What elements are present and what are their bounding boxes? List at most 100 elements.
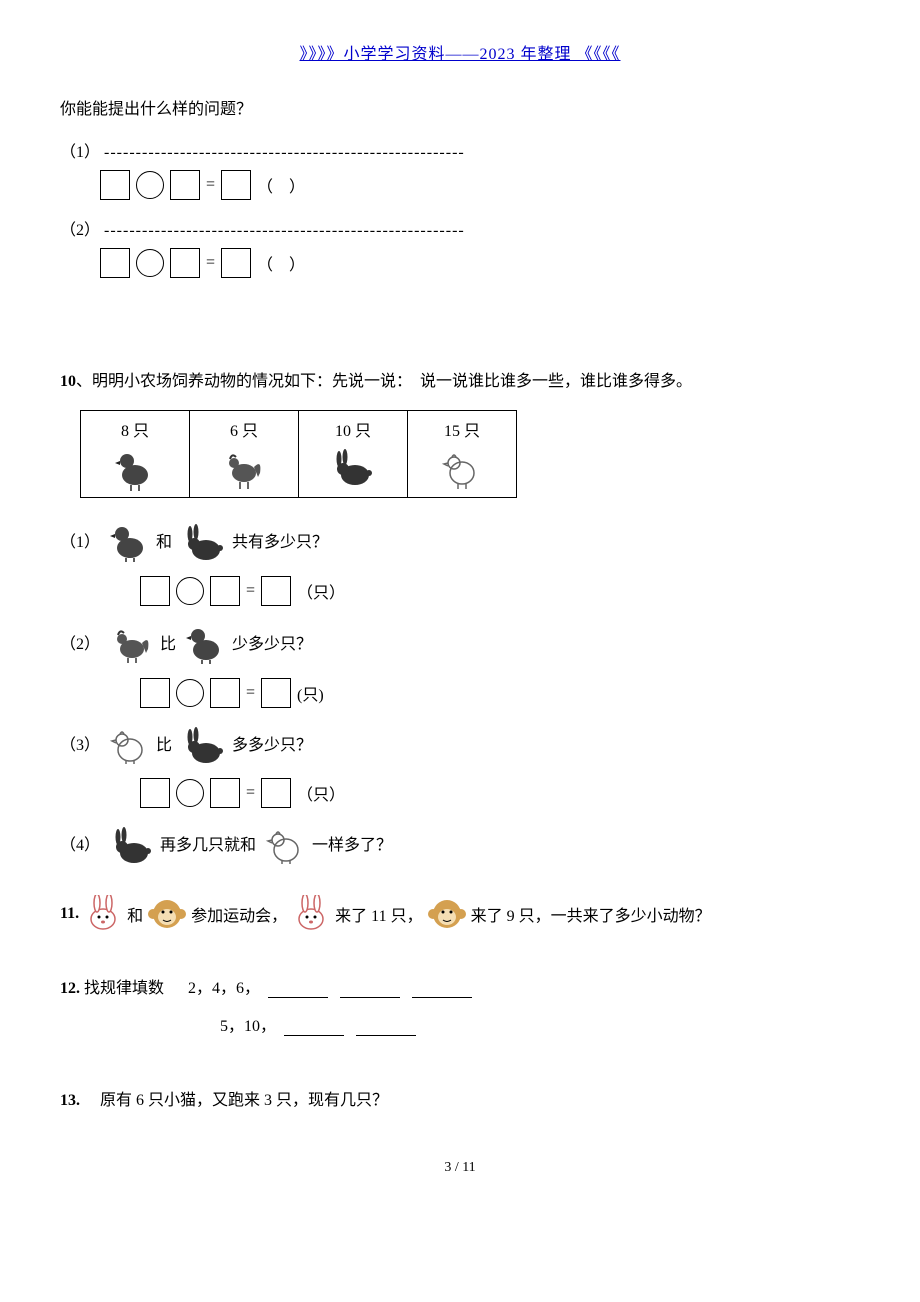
fill-blank[interactable] — [284, 1019, 344, 1036]
blank-box[interactable] — [140, 778, 170, 808]
animal-cell-chick: 15 只 — [408, 411, 517, 498]
rooster-icon — [220, 445, 268, 491]
q10-1-label: （1） — [60, 528, 100, 552]
page-header: 》》》》小学学习资料——2023 年整理 《《《《 — [60, 40, 860, 64]
count-rabbit: 10 只 — [303, 417, 403, 441]
equation-2: = （ ） — [100, 248, 860, 278]
monkey-face-icon — [427, 894, 467, 934]
sub-question-2: （2） ------------------------------------… — [60, 216, 860, 240]
fill-blank[interactable] — [268, 981, 328, 998]
blank-box[interactable] — [140, 576, 170, 606]
q10-4-mid: 再多几只就和 — [160, 831, 256, 855]
q11-d: 来了 9 只，一共来了多少小动物？ — [471, 902, 711, 926]
q10-sub-2: （2） 比 少多少只？ — [60, 620, 860, 664]
blank-box[interactable] — [210, 576, 240, 606]
blank-box[interactable] — [100, 170, 130, 200]
rabbit-icon — [108, 823, 152, 863]
blank-box[interactable] — [221, 170, 251, 200]
sub1-label: （1） — [60, 144, 100, 161]
q10-4-label: （4） — [60, 831, 100, 855]
question-10: 10、明明小农场饲养动物的情况如下：先说一说： 说一说谁比谁多一些，谁比谁多得多… — [60, 366, 860, 398]
chick-icon — [108, 722, 148, 764]
blank-box[interactable] — [140, 678, 170, 708]
bunny-face-icon — [291, 895, 331, 933]
fill-blank[interactable] — [412, 981, 472, 998]
bunny-face-icon — [83, 895, 123, 933]
dashes-1: ----------------------------------------… — [104, 144, 465, 161]
q10-sub-1: （1） 和 共有多少只？ — [60, 518, 860, 562]
animal-cell-rabbit: 10 只 — [299, 411, 408, 498]
chick-icon — [440, 445, 484, 491]
unit-zhi: （只） — [297, 781, 345, 805]
q13-text: 原有 6 只小猫，又跑来 3 只，现有几只？ — [100, 1092, 388, 1109]
unit-paren: （ ） — [257, 251, 305, 275]
blank-circle[interactable] — [136, 171, 164, 199]
equals-sign: = — [246, 582, 255, 600]
sub2-label: （2） — [60, 222, 100, 239]
fill-blank[interactable] — [356, 1019, 416, 1036]
q10-eq-3: = （只） — [140, 778, 860, 808]
blank-box[interactable] — [210, 678, 240, 708]
equals-sign: = — [206, 254, 215, 272]
unit-paren: （ ） — [257, 173, 305, 197]
q10-4-end: 一样多了？ — [312, 831, 392, 855]
q10-3-end: 多多少只？ — [232, 731, 312, 755]
question-11: 11. 和 参加运动会， 来了 11 只， 来了 9 只，一共来了多少小动物？ — [60, 894, 860, 934]
q12-label: 找规律填数 — [84, 980, 164, 997]
q10-2-mid: 比 — [160, 630, 176, 654]
q10-3-label: （3） — [60, 731, 100, 755]
q10-1-mid: 和 — [156, 528, 172, 552]
page-number: 3 / 11 — [60, 1160, 860, 1176]
animal-table: 8 只 6 只 10 只 15 只 — [80, 410, 517, 498]
blank-circle[interactable] — [136, 249, 164, 277]
count-duck: 8 只 — [85, 417, 185, 441]
unit-zhi: (只) — [297, 681, 324, 705]
equation-1: = （ ） — [100, 170, 860, 200]
dashes-2: ----------------------------------------… — [104, 222, 465, 239]
q12-number: 12. — [60, 980, 80, 997]
q10-text: 、明明小农场饲养动物的情况如下：先说一说： 说一说谁比谁多一些，谁比谁多得多。 — [76, 373, 692, 390]
chick-icon — [264, 822, 304, 864]
blank-circle[interactable] — [176, 779, 204, 807]
rooster-icon — [108, 621, 152, 663]
fill-blank[interactable] — [340, 981, 400, 998]
q11-a: 和 — [127, 902, 143, 926]
blank-box[interactable] — [210, 778, 240, 808]
q10-1-end: 共有多少只？ — [232, 528, 328, 552]
q10-2-label: （2） — [60, 630, 100, 654]
rabbit-icon — [180, 520, 224, 560]
duck-icon — [184, 620, 224, 664]
q11-b: 参加运动会， — [191, 902, 287, 926]
animal-cell-rooster: 6 只 — [190, 411, 299, 498]
q10-sub-4: （4） 再多几只就和 一样多了？ — [60, 822, 860, 864]
q12-seq2: 5，10， — [220, 1018, 276, 1035]
blank-box[interactable] — [170, 248, 200, 278]
blank-box[interactable] — [221, 248, 251, 278]
count-rooster: 6 只 — [194, 417, 294, 441]
duck-icon — [108, 518, 148, 562]
blank-circle[interactable] — [176, 577, 204, 605]
blank-box[interactable] — [261, 778, 291, 808]
monkey-face-icon — [147, 894, 187, 934]
equals-sign: = — [246, 684, 255, 702]
q11-number: 11. — [60, 905, 79, 923]
blank-box[interactable] — [261, 576, 291, 606]
duck-icon — [113, 445, 157, 493]
question-13: 13. 原有 6 只小猫，又跑来 3 只，现有几只？ — [60, 1086, 860, 1110]
blank-box[interactable] — [100, 248, 130, 278]
blank-circle[interactable] — [176, 679, 204, 707]
unit-zhi: （只） — [297, 579, 345, 603]
blank-box[interactable] — [170, 170, 200, 200]
question-intro: 你能能提出什么样的问题？ — [60, 94, 860, 126]
question-12: 12. 找规律填数 2，4，6， — [60, 974, 860, 998]
blank-box[interactable] — [261, 678, 291, 708]
q10-eq-2: = (只) — [140, 678, 860, 708]
q12-line2: 5，10， — [220, 1012, 860, 1036]
q10-sub-3: （3） 比 多多少只？ — [60, 722, 860, 764]
q13-number: 13. — [60, 1092, 80, 1109]
rabbit-icon — [329, 445, 377, 489]
q10-2-end: 少多少只？ — [232, 630, 312, 654]
rabbit-icon — [180, 723, 224, 763]
q10-3-mid: 比 — [156, 731, 172, 755]
sub-question-1: （1） ------------------------------------… — [60, 138, 860, 162]
